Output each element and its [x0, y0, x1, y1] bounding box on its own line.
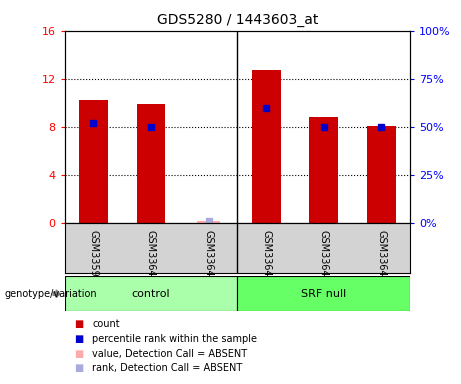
Text: ■: ■: [74, 334, 83, 344]
Text: GSM336407: GSM336407: [261, 230, 271, 289]
Title: GDS5280 / 1443603_at: GDS5280 / 1443603_at: [157, 13, 318, 27]
Bar: [367, 126, 396, 223]
Text: SRF null: SRF null: [301, 289, 347, 299]
Bar: [197, 220, 220, 223]
Bar: [136, 104, 165, 223]
Text: GSM336409: GSM336409: [377, 230, 386, 289]
Text: rank, Detection Call = ABSENT: rank, Detection Call = ABSENT: [92, 363, 242, 373]
Text: GSM336406: GSM336406: [204, 230, 213, 289]
Text: genotype/variation: genotype/variation: [5, 289, 97, 299]
Bar: [237, 276, 410, 311]
Text: control: control: [132, 289, 170, 299]
Text: percentile rank within the sample: percentile rank within the sample: [92, 334, 257, 344]
Text: value, Detection Call = ABSENT: value, Detection Call = ABSENT: [92, 349, 247, 359]
Text: GSM335971: GSM335971: [89, 230, 98, 289]
Text: ■: ■: [74, 319, 83, 329]
Bar: [252, 70, 281, 223]
Bar: [65, 276, 237, 311]
Bar: [309, 117, 338, 223]
Text: ■: ■: [74, 349, 83, 359]
Text: count: count: [92, 319, 120, 329]
Text: GSM336408: GSM336408: [319, 230, 329, 289]
Text: ■: ■: [74, 363, 83, 373]
Text: GSM336405: GSM336405: [146, 230, 156, 289]
Bar: [79, 100, 108, 223]
